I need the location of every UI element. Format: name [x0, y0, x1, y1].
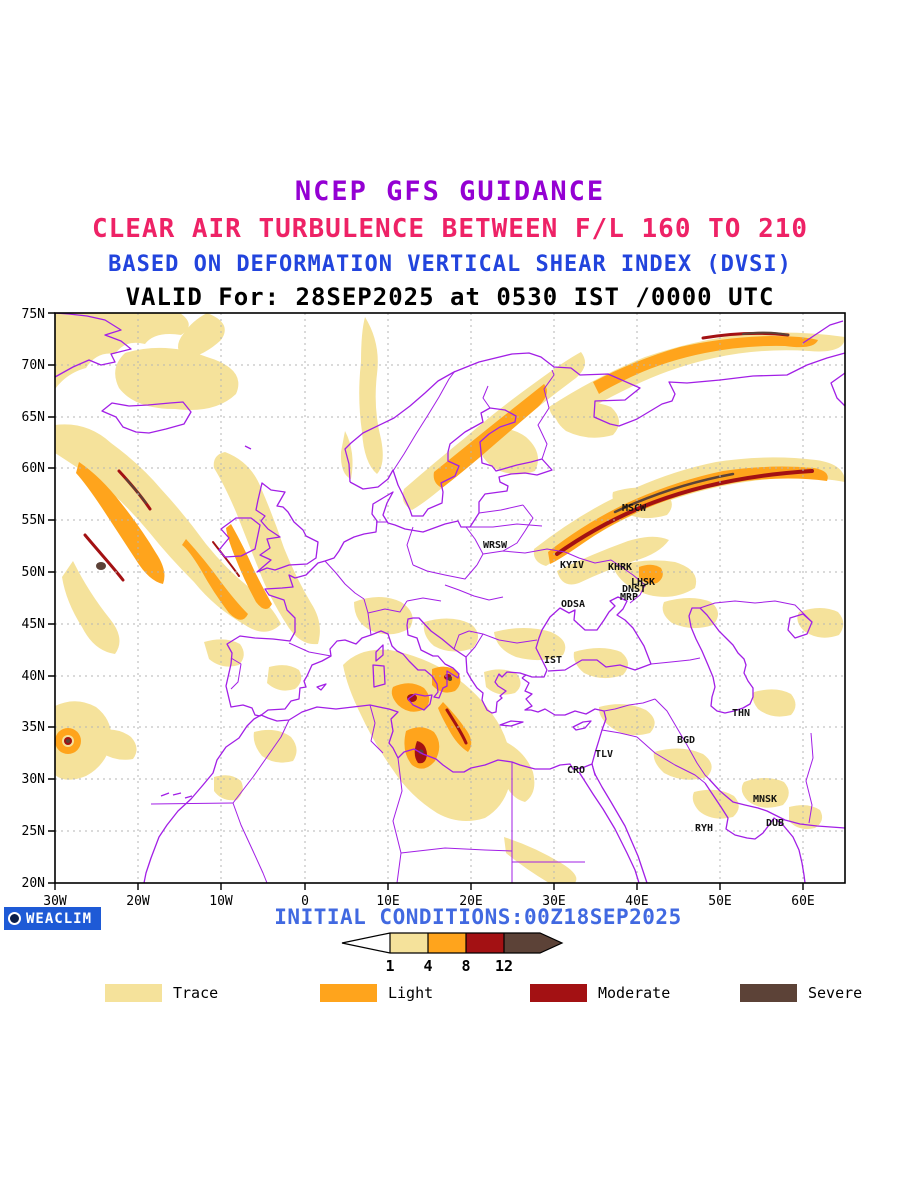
lat-label: 20N	[22, 876, 45, 891]
scale-seg-moderate	[466, 933, 504, 953]
legend-item-moderate: Moderate	[530, 984, 670, 1002]
legend-swatch-severe	[740, 984, 797, 1002]
lon-label: 50E	[708, 894, 731, 909]
scale-tip-none	[342, 933, 390, 953]
city-label: BGD	[677, 735, 695, 746]
legend-label-trace: Trace	[173, 984, 219, 1002]
initial-conditions-text: INITIAL CONDITIONS:00Z18SEP2025	[274, 905, 682, 929]
legend-swatch-light	[320, 984, 377, 1002]
lat-label: 45N	[22, 617, 45, 632]
lat-label: 40N	[22, 669, 45, 684]
lon-label: 30E	[542, 894, 565, 909]
lon-label: 20W	[126, 894, 150, 909]
turbulence-map: 75N 70N 65N 60N 55N 50N 45N 40N 35N 30N …	[22, 307, 846, 909]
scale-value: 12	[495, 957, 513, 975]
scale-value: 4	[423, 957, 432, 975]
turbulence-moderate-layer	[64, 331, 814, 764]
scale-seg-trace	[390, 933, 428, 953]
lon-label: 0	[301, 894, 309, 909]
city-label: DUB	[766, 818, 784, 829]
weaclim-label: WEACLIM	[26, 910, 93, 927]
weaclim-logo-icon	[8, 912, 21, 925]
intensity-scale-arrow: 1 4 8 12	[341, 932, 564, 975]
scale-outline	[341, 932, 564, 954]
city-label: CRO	[567, 765, 585, 776]
city-label: MNSK	[753, 794, 777, 805]
scale-value: 1	[385, 957, 394, 975]
legend-swatch-trace	[105, 984, 162, 1002]
title-valid-time: VALID For: 28SEP2025 at 0530 IST /0000 U…	[125, 283, 775, 311]
lat-label: 75N	[22, 307, 45, 322]
city-label: DNST	[622, 584, 646, 595]
legend-label-severe: Severe	[808, 984, 863, 1002]
legend-item-severe: Severe	[740, 984, 862, 1002]
scale-seg-light	[428, 933, 466, 953]
lat-label: 30N	[22, 772, 45, 787]
lat-label: 50N	[22, 565, 45, 580]
lon-label: 10E	[376, 894, 399, 909]
city-label: KHRK	[608, 562, 632, 573]
axis-layer: 75N 70N 65N 60N 55N 50N 45N 40N 35N 30N …	[22, 307, 846, 909]
scale-value: 8	[461, 957, 470, 975]
city-label: TLV	[595, 749, 613, 760]
scale-seg-severe	[504, 933, 562, 953]
lon-label: 40E	[625, 894, 648, 909]
turbulence-trace-layer	[55, 313, 845, 883]
legend-swatch-moderate	[530, 984, 587, 1002]
coastline-layer	[54, 312, 846, 884]
title-product: CLEAR AIR TURBULENCE BETWEEN F/L 160 TO …	[91, 214, 809, 244]
lat-label: 25N	[22, 824, 45, 839]
city-label: WRSW	[483, 540, 508, 551]
city-label: MRP	[620, 592, 638, 603]
lat-label: 60N	[22, 461, 45, 476]
city-label: IST	[544, 655, 562, 666]
city-label: RYH	[695, 823, 713, 834]
city-label: KYIV	[560, 560, 584, 571]
legend-item-light: Light	[320, 984, 433, 1002]
city-label: ODSA	[561, 599, 585, 610]
lon-label: 30W	[43, 894, 67, 909]
lat-label: 70N	[22, 358, 45, 373]
lon-label: 10W	[209, 894, 233, 909]
city-label: THN	[732, 708, 750, 719]
lon-label: 60E	[791, 894, 814, 909]
lon-label: 20E	[459, 894, 482, 909]
city-labels-layer: MSCW WRSW KYIV KHRK LHSK DNST MRP ODSA I…	[483, 503, 784, 834]
legend-item-trace: Trace	[105, 984, 218, 1002]
city-label: LHSK	[631, 577, 655, 588]
lat-label: 35N	[22, 720, 45, 735]
city-label: MSCW	[622, 503, 647, 514]
weaclim-badge: WEACLIM	[4, 907, 102, 930]
lat-label: 65N	[22, 410, 45, 425]
lat-label: 55N	[22, 513, 45, 528]
title-basis: BASED ON DEFORMATION VERTICAL SHEAR INDE…	[108, 252, 792, 277]
legend-label-light: Light	[388, 984, 434, 1002]
title-model: NCEP GFS GUIDANCE	[294, 176, 606, 207]
legend-label-moderate: Moderate	[598, 984, 671, 1002]
